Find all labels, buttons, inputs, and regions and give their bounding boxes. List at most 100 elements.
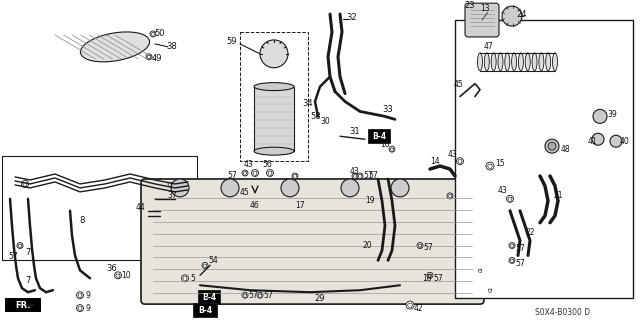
Text: 43: 43	[447, 150, 457, 159]
Text: 45: 45	[239, 188, 249, 197]
Text: 14: 14	[430, 156, 440, 165]
Ellipse shape	[546, 53, 550, 71]
Text: 43: 43	[243, 160, 253, 169]
Ellipse shape	[484, 53, 490, 71]
Text: 36: 36	[107, 264, 117, 273]
FancyBboxPatch shape	[141, 179, 484, 304]
Ellipse shape	[254, 147, 294, 155]
Text: 34: 34	[303, 99, 314, 108]
Ellipse shape	[532, 53, 537, 71]
Circle shape	[257, 292, 263, 298]
Text: 31: 31	[349, 127, 360, 136]
Circle shape	[292, 173, 298, 179]
Ellipse shape	[552, 53, 557, 71]
Text: 21: 21	[553, 191, 563, 200]
Circle shape	[545, 139, 559, 153]
Text: 57: 57	[8, 252, 18, 261]
Text: 10: 10	[121, 271, 131, 280]
Text: 47: 47	[483, 42, 493, 52]
Text: 57: 57	[368, 172, 378, 180]
Circle shape	[202, 262, 208, 268]
Text: 9: 9	[86, 304, 90, 313]
Circle shape	[548, 142, 556, 150]
Circle shape	[593, 109, 607, 123]
Text: 32: 32	[347, 12, 357, 21]
Ellipse shape	[518, 53, 524, 71]
Circle shape	[22, 180, 29, 188]
Circle shape	[406, 301, 414, 309]
Ellipse shape	[477, 53, 483, 71]
Text: S0X4-B0300 D: S0X4-B0300 D	[535, 308, 590, 316]
Text: 24: 24	[516, 10, 527, 19]
Circle shape	[146, 54, 152, 60]
Text: 33: 33	[383, 105, 394, 114]
Circle shape	[266, 170, 273, 177]
Ellipse shape	[539, 53, 544, 71]
Circle shape	[456, 158, 463, 164]
Text: 43: 43	[350, 166, 360, 176]
Text: 7: 7	[26, 248, 31, 257]
Text: 57: 57	[227, 172, 237, 180]
Circle shape	[427, 272, 433, 278]
Text: 54: 54	[208, 256, 218, 265]
Text: 49: 49	[152, 54, 163, 63]
Text: 45: 45	[453, 80, 463, 89]
Text: 37: 37	[167, 191, 177, 200]
Circle shape	[477, 268, 483, 273]
Text: 39: 39	[607, 110, 617, 119]
Text: 57: 57	[263, 291, 273, 300]
Text: 40: 40	[620, 137, 630, 146]
Text: 16: 16	[380, 140, 390, 149]
Circle shape	[341, 179, 359, 197]
Bar	[368, 129, 390, 143]
Circle shape	[260, 40, 288, 68]
Circle shape	[417, 243, 423, 249]
Ellipse shape	[81, 32, 150, 62]
Bar	[193, 303, 217, 317]
Text: 50: 50	[155, 29, 165, 38]
Circle shape	[487, 287, 493, 293]
Text: 9: 9	[86, 291, 90, 300]
Circle shape	[610, 135, 622, 147]
Circle shape	[486, 162, 494, 170]
Text: 57: 57	[515, 259, 525, 268]
Text: 56: 56	[262, 160, 272, 169]
Ellipse shape	[491, 53, 496, 71]
Text: 58: 58	[310, 112, 321, 121]
Circle shape	[182, 275, 189, 282]
Text: 46: 46	[250, 201, 260, 210]
Ellipse shape	[511, 53, 516, 71]
Text: 48: 48	[560, 145, 570, 154]
FancyBboxPatch shape	[465, 3, 499, 37]
Circle shape	[389, 146, 395, 152]
Ellipse shape	[505, 53, 510, 71]
Text: 59: 59	[227, 37, 237, 46]
Text: 29: 29	[315, 294, 325, 303]
Circle shape	[221, 179, 239, 197]
Circle shape	[77, 292, 83, 299]
Circle shape	[357, 173, 363, 179]
Ellipse shape	[498, 53, 503, 71]
Ellipse shape	[525, 53, 530, 71]
Text: 42: 42	[413, 304, 423, 313]
Bar	[5, 298, 41, 312]
Text: 44: 44	[135, 203, 145, 212]
Circle shape	[506, 195, 513, 202]
Circle shape	[77, 305, 83, 312]
Circle shape	[502, 6, 522, 26]
Circle shape	[252, 170, 259, 177]
Bar	[2, 156, 197, 260]
Text: 18: 18	[422, 274, 432, 283]
Bar	[254, 87, 294, 151]
Text: 57: 57	[423, 243, 433, 252]
Circle shape	[509, 257, 515, 263]
Text: 43: 43	[497, 186, 507, 196]
Text: B-4: B-4	[202, 293, 216, 302]
Text: 57: 57	[248, 291, 258, 300]
Text: FR.: FR.	[15, 300, 31, 310]
Circle shape	[242, 292, 248, 298]
Circle shape	[447, 193, 453, 199]
Text: 57: 57	[515, 244, 525, 253]
Text: 15: 15	[495, 159, 505, 168]
Circle shape	[115, 272, 122, 279]
